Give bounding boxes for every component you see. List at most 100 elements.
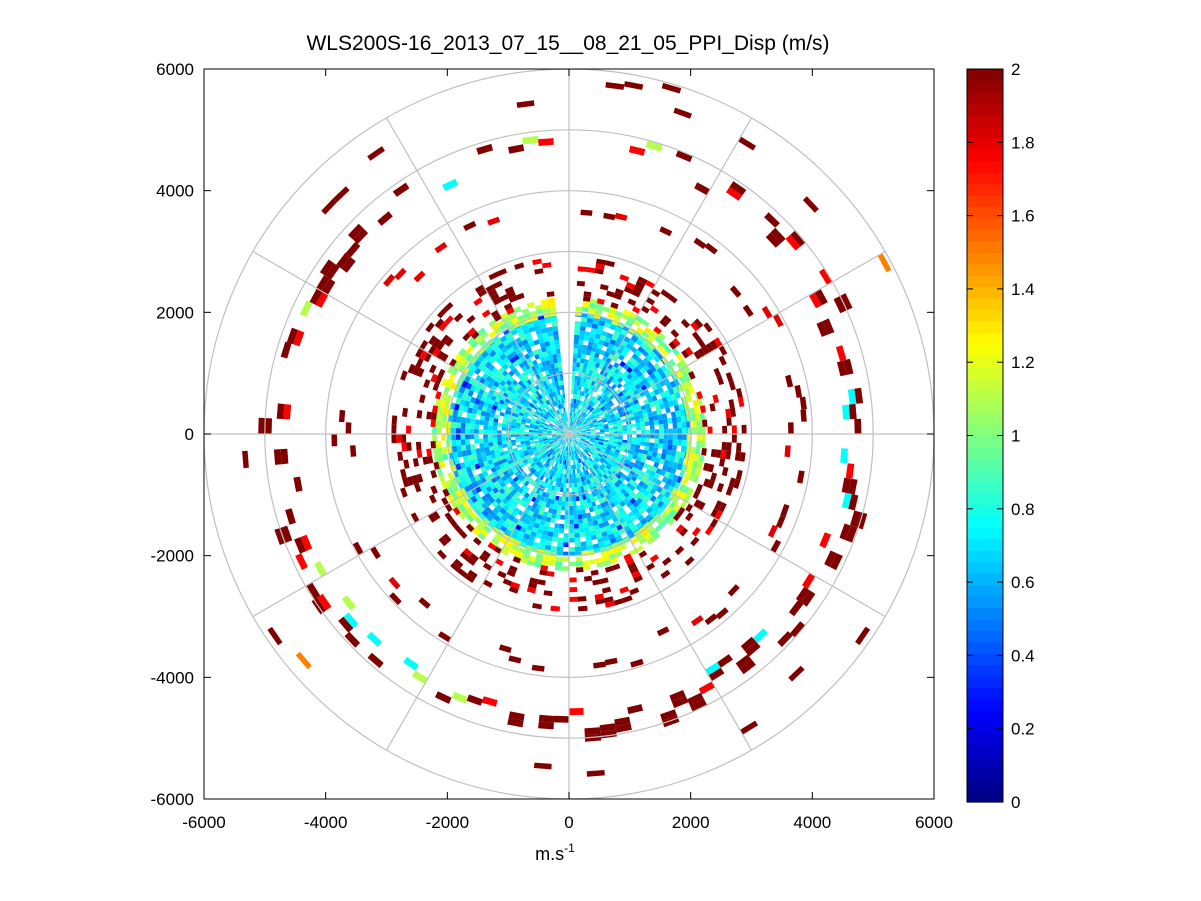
data-bin [286,327,299,345]
y-tick-label: 0 [185,425,194,444]
data-bin [564,515,569,520]
data-bin [548,354,554,360]
data-bin [543,415,548,420]
data-bin [553,504,558,510]
data-bin [515,431,520,434]
data-bin [585,416,590,421]
data-bin [510,465,517,471]
data-bin [548,560,556,566]
data-bin [549,306,557,313]
data-bin [492,434,497,438]
data-bin [477,362,485,371]
data-bin [571,455,574,461]
data-bin [557,436,562,440]
data-bin [533,437,539,440]
data-bin [443,386,450,395]
data-bin [597,445,603,449]
data-bin [679,451,686,459]
data-bin [548,416,553,421]
data-bin [543,424,549,428]
data-bin [608,553,617,560]
data-bin [569,708,584,716]
data-bin [659,469,667,477]
data-bin [538,427,544,430]
data-bin [615,449,621,454]
data-bin [651,466,658,473]
data-bin [531,526,539,533]
data-bin [594,362,601,369]
data-bin [689,407,696,415]
data-bin [669,380,677,388]
data-bin [569,451,572,456]
data-bin [567,437,569,443]
data-bin [454,497,462,507]
data-bin [679,527,689,537]
data-bin [293,330,305,347]
data-bin [470,330,480,340]
data-bin [492,426,498,431]
data-bin [611,456,617,461]
data-bin [802,196,819,213]
data-bin [416,410,423,419]
data-bin [583,408,588,413]
data-bin [607,444,613,448]
data-bin [596,446,602,451]
data-bin [670,467,677,475]
data-bin [569,577,577,583]
data-bin [540,534,548,541]
colorbar-tick-label: 1.2 [1011,353,1035,372]
data-bin [634,415,640,420]
polar-grid-spoke [385,433,570,751]
data-bin [529,371,536,378]
data-bin [496,434,502,438]
data-bin [460,422,466,429]
data-bin [466,694,483,706]
data-bin [638,507,646,515]
data-bin [739,720,759,735]
data-bin [264,418,272,434]
data-bin [631,430,637,434]
data-bin [664,389,671,397]
data-bin [785,234,801,251]
data-bin [596,561,605,568]
data-bin [636,490,643,498]
data-bin [534,353,540,360]
data-bin [539,422,545,426]
data-bin [543,365,549,371]
data-bin [601,496,608,503]
data-bin [506,406,512,412]
data-bin [523,328,531,335]
data-bin [709,403,716,412]
data-bin [731,425,737,434]
data-bin [563,427,567,432]
data-bin [542,380,548,386]
data-bin [581,434,587,436]
data-bin [578,421,582,426]
data-bin [489,293,500,302]
data-bin [462,455,469,463]
data-bin [561,434,566,437]
data-bin [522,458,528,464]
data-bin [571,380,575,385]
data-bin [627,532,636,540]
data-bin [465,444,471,451]
data-bin [593,480,599,486]
data-bin [696,420,702,428]
data-bin [694,468,702,477]
data-bin [474,419,480,425]
data-bin [572,407,575,413]
data-bin [775,515,786,529]
data-bin [523,402,530,408]
colorbar-segment [967,424,1003,437]
data-bin [583,421,588,425]
data-bin [515,425,521,429]
data-bin [601,531,608,538]
data-bin [533,762,552,770]
data-bin [610,447,616,452]
data-bin [438,536,448,547]
data-bin [438,474,446,484]
data-bin [465,382,473,390]
data-bin [503,401,509,407]
data-bin [558,443,562,448]
data-bin [664,498,672,506]
